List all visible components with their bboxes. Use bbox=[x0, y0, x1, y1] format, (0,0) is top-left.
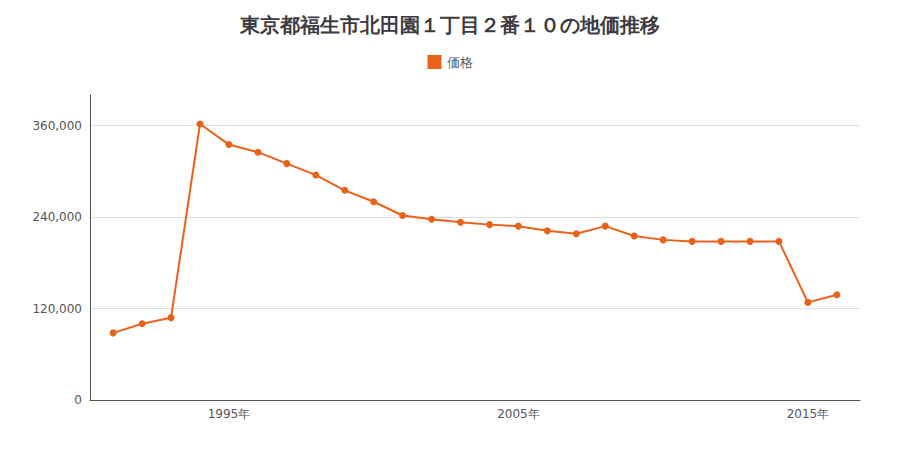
svg-text:東京都福生市北田園１丁目２番１０の地価推移: 東京都福生市北田園１丁目２番１０の地価推移 bbox=[239, 13, 660, 37]
svg-text:2015年: 2015年 bbox=[787, 407, 830, 421]
svg-text:120,000: 120,000 bbox=[32, 302, 82, 316]
svg-text:1995年: 1995年 bbox=[208, 407, 251, 421]
svg-text:360,000: 360,000 bbox=[32, 119, 82, 133]
svg-text:240,000: 240,000 bbox=[32, 210, 82, 224]
svg-text:価格: 価格 bbox=[447, 55, 473, 70]
svg-text:0: 0 bbox=[74, 393, 82, 407]
svg-text:2005年: 2005年 bbox=[497, 407, 540, 421]
